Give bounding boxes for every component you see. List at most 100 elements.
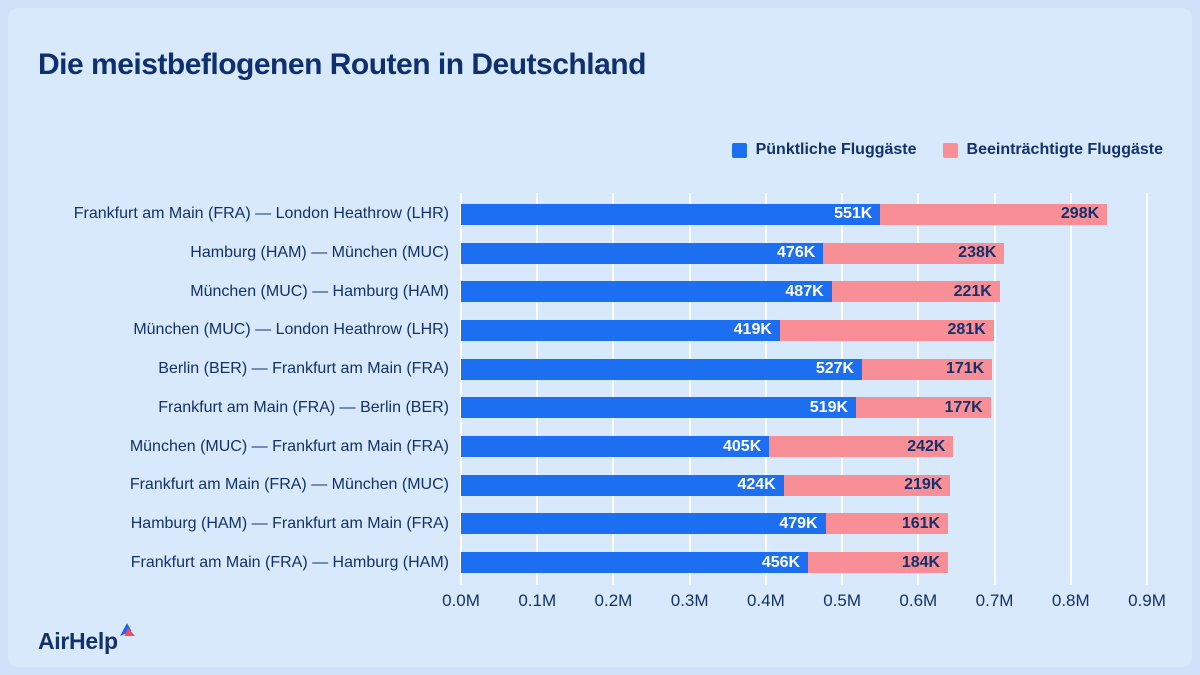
bar-segment-disrupted: 161K — [825, 513, 949, 535]
bar-row: Hamburg (HAM) — München (MUC) 476K 238K — [20, 234, 1146, 273]
plot-gridlines — [460, 193, 1148, 585]
bar-track: 456K 184K — [461, 552, 1146, 574]
bar-segment-punctual: 405K — [461, 436, 770, 458]
bar-value-label: 171K — [945, 360, 985, 378]
row-label: Frankfurt am Main (FRA) — Hamburg (HAM) — [130, 553, 449, 571]
x-tick-label: 0.7M — [975, 591, 1014, 610]
bar-value-label: 424K — [737, 476, 776, 494]
bar-value-label: 527K — [815, 360, 855, 378]
bar-row: München (MUC) — Hamburg (HAM) 487K 221K — [20, 272, 1146, 311]
bar-segment-punctual: 519K — [461, 397, 857, 419]
x-tick-label: 0.6M — [899, 591, 938, 610]
bar-value-label: 281K — [947, 321, 986, 339]
bar-value-label: 242K — [907, 437, 946, 455]
row-label: Frankfurt am Main (FRA) — London Heathro… — [73, 205, 449, 223]
bar-value-label: 551K — [834, 205, 873, 223]
bar-row: München (MUC) — London Heathrow (LHR) 419… — [20, 311, 1146, 350]
bar-segment-disrupted: 221K — [831, 281, 1000, 303]
bar-value-label: 487K — [785, 282, 824, 300]
bar-value-label: 479K — [779, 514, 818, 532]
bar-row: Frankfurt am Main (FRA) — London Heathro… — [20, 195, 1146, 234]
row-label: Berlin (BER) — Frankfurt am Main (FRA) — [158, 360, 449, 378]
gridline — [1069, 193, 1072, 585]
bar-track: 487K 221K — [461, 281, 1146, 303]
legend-label-punctual: Pünktliche Fluggäste — [755, 141, 917, 158]
x-tick-label: 0.4M — [746, 591, 785, 610]
bar-track: 479K 161K — [461, 513, 1146, 535]
x-tick-label: 0.5M — [823, 591, 862, 610]
bar-segment-disrupted: 177K — [856, 397, 991, 419]
gridline — [917, 193, 920, 585]
row-label: München (MUC) — London Heathrow (LHR) — [133, 321, 449, 339]
bar-segment-disrupted: 184K — [808, 552, 949, 574]
bar-segment-disrupted: 242K — [769, 436, 954, 458]
x-tick-label: 0.2M — [594, 591, 633, 610]
bar-segment-punctual: 479K — [461, 513, 826, 535]
page-title: Die meistbeflogenen Routen in Deutschlan… — [38, 48, 646, 81]
gridline — [536, 193, 539, 585]
bar-segment-punctual: 476K — [461, 242, 824, 264]
bar-segment-punctual: 424K — [461, 474, 784, 496]
legend-swatch-pink — [942, 142, 958, 158]
x-tick-label: 0.9M — [1128, 591, 1166, 610]
bar-value-label: 405K — [723, 437, 762, 455]
legend-item-disrupted: Beeinträchtigte Fluggäste — [942, 141, 1163, 159]
bar-track: 527K 171K — [461, 358, 1146, 380]
bar-segment-disrupted: 281K — [779, 319, 994, 341]
gridline — [841, 193, 844, 585]
bar-value-label: 519K — [809, 398, 849, 416]
airhelp-triangle-icon — [119, 623, 135, 636]
bar-track: 476K 238K — [461, 242, 1146, 264]
bar-segment-punctual: 487K — [461, 281, 832, 303]
bar-track: 551K 298K — [461, 203, 1146, 225]
gridline — [460, 193, 462, 585]
legend-swatch-blue — [731, 142, 747, 158]
airhelp-logo: AirHelp — [38, 622, 136, 655]
gridline — [1146, 193, 1148, 585]
bar-rows: Frankfurt am Main (FRA) — London Heathro… — [20, 195, 1146, 582]
bar-value-label: 184K — [901, 553, 941, 571]
legend-item-punctual: Pünktliche Fluggäste — [731, 141, 917, 159]
bar-value-label: 298K — [1060, 205, 1100, 223]
bar-row: Frankfurt am Main (FRA) — Hamburg (HAM) 4… — [20, 543, 1146, 582]
bar-value-label: 221K — [953, 282, 992, 300]
bar-value-label: 238K — [958, 244, 997, 262]
bar-value-label: 419K — [733, 321, 772, 339]
row-label: München (MUC) — Hamburg (HAM) — [190, 282, 449, 300]
bar-segment-punctual: 527K — [461, 358, 863, 380]
x-tick-label: 0.0M — [442, 591, 480, 610]
bar-row: Hamburg (HAM) — Frankfurt am Main (FRA) 4… — [20, 505, 1146, 544]
x-axis: 0.0M 0.1M 0.2M 0.3M 0.4M 0.5M 0.6M 0.7M 0.8M 0.9M — [442, 591, 1166, 615]
bar-value-label: 456K — [761, 553, 801, 571]
bar-track: 405K 242K — [461, 436, 1146, 458]
gridline — [764, 193, 767, 585]
bar-segment-punctual: 456K — [461, 552, 809, 574]
bar-segment-disrupted: 238K — [823, 242, 1005, 264]
logo-text: AirHelp — [38, 628, 118, 654]
bar-row: München (MUC) — Frankfurt am Main (FRA) 4… — [20, 427, 1146, 466]
x-tick-label: 0.1M — [518, 591, 557, 610]
bar-row: Berlin (BER) — Frankfurt am Main (FRA) 52… — [20, 350, 1146, 389]
row-label: München (MUC) — Frankfurt am Main (FRA) — [129, 437, 449, 455]
chart-legend: Pünktliche Fluggäste Beeinträchtigte Flu… — [731, 141, 1163, 159]
x-tick-label: 0.3M — [670, 591, 709, 610]
legend-label-disrupted: Beeinträchtigte Fluggäste — [966, 141, 1163, 158]
gridline — [688, 193, 691, 585]
x-tick-label: 0.8M — [1051, 591, 1090, 610]
row-label: Hamburg (HAM) — München (MUC) — [190, 244, 449, 262]
bar-track: 519K 177K — [461, 397, 1146, 419]
row-label: Hamburg (HAM) — Frankfurt am Main (FRA) — [130, 514, 449, 532]
bar-track: 419K 281K — [461, 319, 1146, 341]
bar-segment-punctual: 551K — [461, 203, 881, 225]
row-label: Frankfurt am Main (FRA) — Berlin (BER) — [158, 398, 449, 416]
bar-segment-disrupted: 171K — [862, 358, 993, 380]
gridline — [612, 193, 615, 585]
bar-segment-disrupted: 219K — [783, 474, 951, 496]
bar-value-label: 476K — [777, 244, 816, 262]
bar-value-label: 161K — [901, 514, 941, 532]
bar-value-label: 219K — [904, 476, 943, 494]
bar-segment-punctual: 419K — [461, 319, 780, 341]
bar-row: Frankfurt am Main (FRA) — München (MUC) 4… — [20, 466, 1146, 505]
gridline — [993, 193, 996, 585]
row-label: Frankfurt am Main (FRA) — München (MUC) — [129, 476, 449, 494]
